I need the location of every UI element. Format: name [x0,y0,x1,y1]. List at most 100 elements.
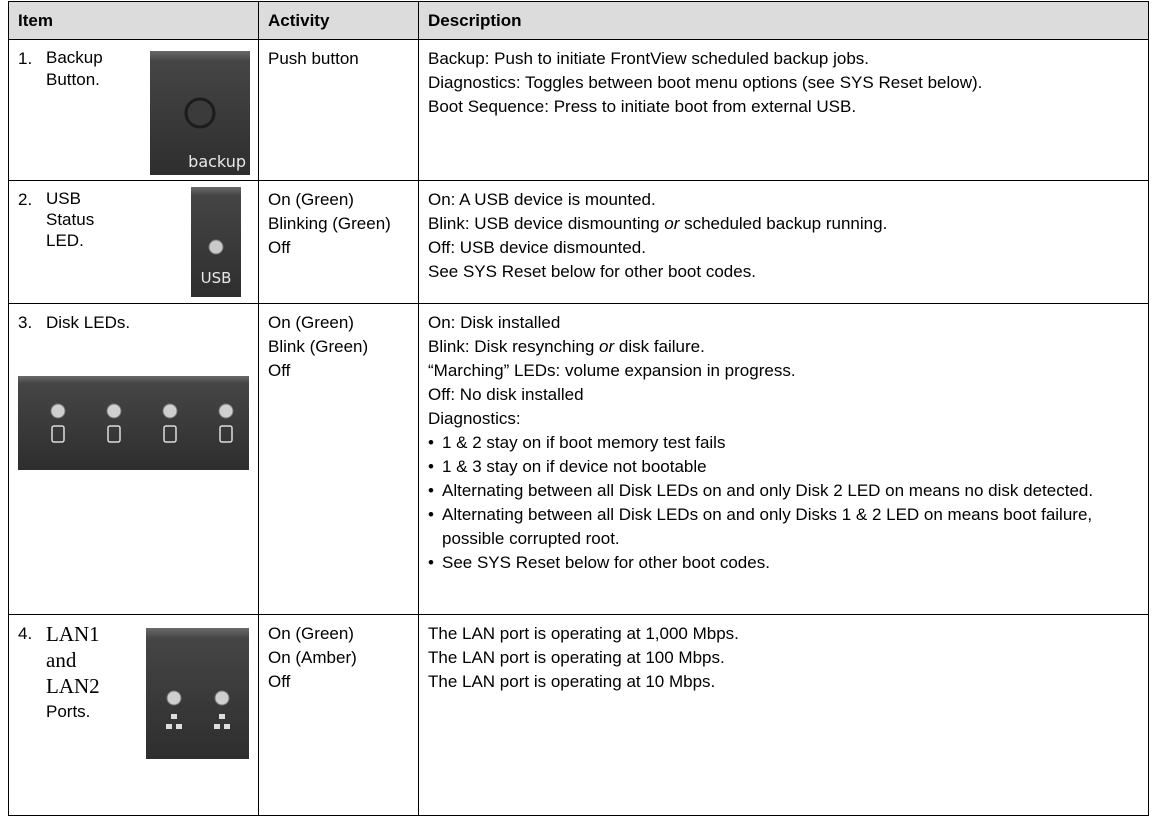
item-label: LAN1 and LAN2 Ports. [46,622,100,724]
description-line: Boot Sequence: Press to initiate boot fr… [428,97,857,116]
item-label-text: Backup [46,48,103,67]
description-line: The LAN port is operating at 10 Mbps. [428,672,716,691]
item-label-line: Ports. [46,700,100,724]
description-line: On: A USB device is mounted. [428,190,656,209]
bullet-line: • 1 & 2 stay on if boot memory test fails [428,431,1140,455]
description-line: “Marching” LEDs: volume expansion in pro… [428,361,796,380]
description-line: Blink: Disk resynching or disk failure. [428,335,1140,359]
device-panel [18,376,249,470]
item-label: USB Status LED. [46,188,94,251]
text: Blink: USB device dismounting [428,214,665,233]
led-table: Item Activity Description 1. Backup Button… [8,1,1149,816]
item-label-line: Status [46,209,94,230]
header-cell: Activity [258,1,419,40]
panel-label: backup [188,152,246,171]
bullet: • [428,553,434,572]
bullet-line: • Alternating between all Disk LEDs on an… [428,503,1140,551]
item-cell: 2. USB Status LED. USB [8,180,259,304]
item-number: 1. [18,49,33,68]
item-label-line: LED. [46,230,94,251]
activity-cell: On (Green) Blinking (Green) Off [258,180,419,304]
device-panel: backup [150,51,250,175]
item-label-text: Ports. [46,702,91,721]
description-cell: The LAN port is operating at 1,000 Mbps.… [418,614,1149,816]
activity-line: Blinking (Green) [268,214,391,233]
item-label-text: and [46,648,77,672]
description-line: Backup: Push to initiate FrontView sched… [428,49,870,68]
item-number: 4. [18,624,33,643]
item-label-text: LAN2 [46,674,100,698]
table-body: 1. Backup Button. backup Push button Backup: … [8,39,1149,816]
table-row: 2. USB Status LED. USB On (Green) Blinking (Gr… [8,180,1149,304]
activity-line: On (Green) [268,190,354,209]
item-label-text: USB [46,189,81,208]
item-label-line: Backup [46,47,103,69]
activity-line: On (Green) [268,624,354,643]
text: disk failure. [614,337,705,356]
bullet-text: Alternating between all Disk LEDs on and… [442,505,1093,548]
activity-line: Off [268,361,291,380]
item-label-line: LAN1 [46,622,100,648]
emphasis: or [599,337,615,356]
header-cell: Description [418,1,1149,40]
table-row: 3. Disk LEDs. On (Green) Blink (Green) Off On… [8,303,1149,615]
item-cell: 3. Disk LEDs. [8,303,259,615]
activity-line: Off [268,672,291,691]
panel-label: USB [201,269,232,287]
activity-cell: On (Green) Blink (Green) Off [258,303,419,615]
description-line: On: Disk installed [428,313,561,332]
device-panel [146,628,249,759]
table-row: 4. LAN1 and LAN2 Ports. On (Green) On (Amber) O… [8,614,1149,816]
item-label-text: Button. [46,70,100,89]
item-label-text: Disk LEDs. [46,313,131,332]
device-panel: USB [191,187,241,297]
bullet-text: 1 & 3 stay on if device not bootable [442,457,707,476]
activity-cell: Push button [258,39,419,181]
description-line: Diagnostics: Toggles between boot menu o… [428,73,983,92]
text: Blink: Disk resynching [428,337,600,356]
bullet: • [428,481,434,500]
description-line: The LAN port is operating at 1,000 Mbps. [428,624,739,643]
description-line: See SYS Reset below for other boot codes… [428,262,756,281]
bullet-line: • 1 & 3 stay on if device not bootable [428,455,1140,479]
description-cell: Backup: Push to initiate FrontView sched… [418,39,1149,181]
bullet: • [428,505,434,524]
description-line: The LAN port is operating at 100 Mbps. [428,648,725,667]
text: scheduled backup running. [679,214,888,233]
activity-line: Push button [268,49,359,68]
bullet-line: • See SYS Reset below for other boot code… [428,551,1140,575]
item-label-text: Status [46,210,95,229]
activity-cell: On (Green) On (Amber) Off [258,614,419,816]
item-cell: 1. Backup Button. backup [8,39,259,181]
bullet-text: 1 & 2 stay on if boot memory test fails [442,433,726,452]
description-line: Blink: USB device dismounting or schedul… [428,212,1140,236]
item-number: 3. [18,313,33,332]
item-label: Backup Button. [46,47,103,91]
description-line: Off: USB device dismounted. [428,238,646,257]
description-cell: On: Disk installed Blink: Disk resynching… [418,303,1149,615]
activity-line: On (Amber) [268,648,357,667]
description-line: Diagnostics: [428,409,521,428]
item-label-line: USB [46,188,94,209]
description-cell: On: A USB device is mounted. Blink: USB d… [418,180,1149,304]
item-label-line: Button. [46,69,103,91]
item-label-text: LAN1 [46,622,100,646]
header-row: Item Activity Description [8,1,1149,40]
table-row: 1. Backup Button. backup Push button Backup: … [8,39,1149,181]
bullet-text: See SYS Reset below for other boot codes… [442,553,770,572]
item-cell: 4. LAN1 and LAN2 Ports. [8,614,259,816]
bullet-line: • Alternating between all Disk LEDs on an… [428,479,1140,503]
bullet: • [428,433,434,452]
item-label: Disk LEDs. [46,311,130,335]
item-label-text: LED. [46,231,84,250]
description-line: Off: No disk installed [428,385,584,404]
emphasis: or [664,214,680,233]
bullet: • [428,457,434,476]
item-number: 2. [18,190,33,209]
activity-line: On (Green) [268,313,354,332]
activity-line: Blink (Green) [268,337,369,356]
bullet-text: Alternating between all Disk LEDs on and… [442,481,1094,500]
item-label-line: Disk LEDs. [46,311,130,335]
item-label-line: LAN2 [46,674,100,700]
